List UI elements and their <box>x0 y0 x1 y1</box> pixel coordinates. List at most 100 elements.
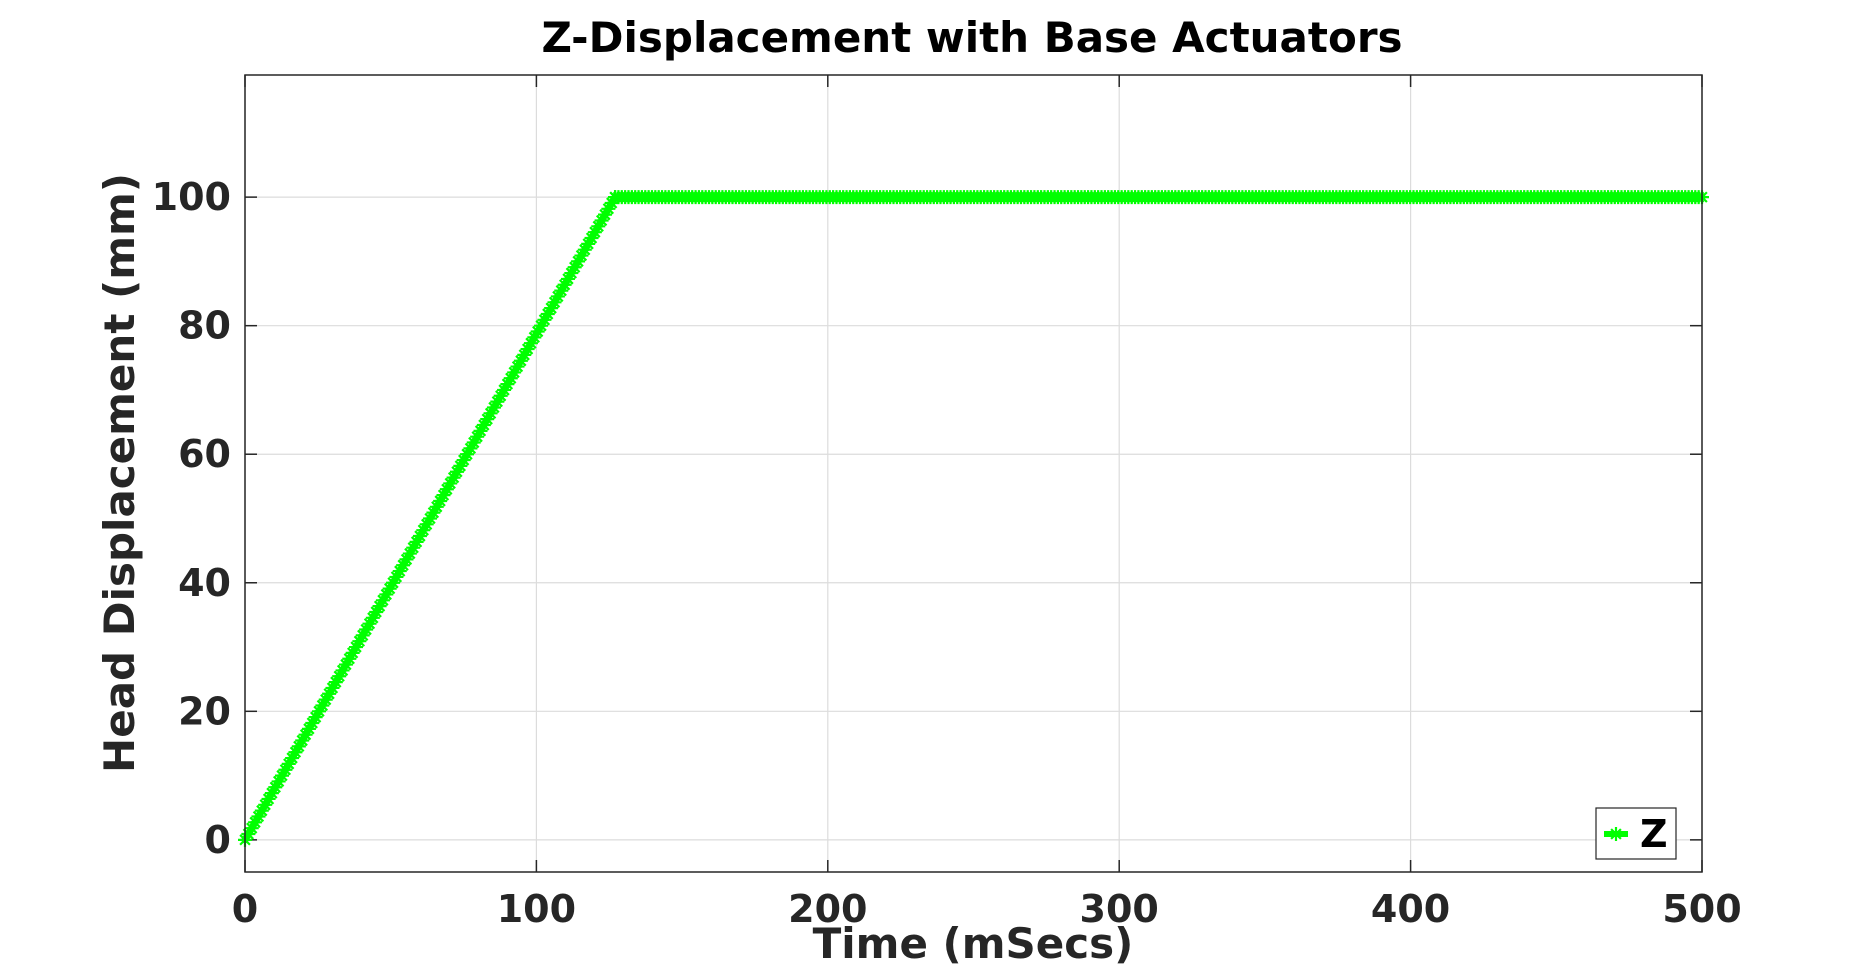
data-point-marker <box>322 686 337 701</box>
legend-asterisk-icon <box>1609 827 1623 841</box>
data-point-marker <box>402 546 417 561</box>
data-point-marker <box>291 739 306 754</box>
data-point-marker <box>261 791 276 806</box>
data-point-marker <box>389 569 404 584</box>
data-point-marker <box>436 488 451 503</box>
data-point-marker <box>254 803 269 818</box>
data-point-marker <box>497 382 512 397</box>
data-point-marker <box>372 599 387 614</box>
data-point-marker <box>349 640 364 655</box>
data-point-marker <box>604 195 619 210</box>
data-point-marker <box>312 704 327 719</box>
data-point-marker <box>315 698 330 713</box>
data-point-marker <box>392 564 407 579</box>
data-point-marker <box>449 464 464 479</box>
data-point-marker <box>470 429 485 444</box>
y-tick-label: 20 <box>178 689 231 733</box>
data-point-marker <box>396 558 411 573</box>
data-point-marker <box>453 458 468 473</box>
legend-marker <box>1604 827 1628 841</box>
data-point-marker <box>510 359 525 374</box>
data-point-marker <box>571 254 586 269</box>
data-point-marker <box>503 371 518 386</box>
data-point-marker <box>560 271 575 286</box>
data-point-marker <box>268 780 283 795</box>
data-point-marker <box>597 207 612 222</box>
data-point-marker <box>547 295 562 310</box>
data-point-marker <box>500 377 515 392</box>
data-point-marker <box>325 680 340 695</box>
legend[interactable]: Z <box>1595 807 1677 860</box>
data-point-marker <box>557 277 572 292</box>
data-point-marker <box>308 710 323 725</box>
y-axis-label: Head Displacement (mm) <box>95 173 144 773</box>
x-axis-label: Time (mSecs) <box>813 919 1134 968</box>
data-point-marker <box>379 587 394 602</box>
data-point-marker <box>591 219 606 234</box>
data-point-marker <box>241 827 256 842</box>
data-point-marker <box>537 312 552 327</box>
data-point-marker <box>338 657 353 672</box>
data-point-marker <box>534 318 549 333</box>
x-tick-labels: 0 100 200 300 400 500 <box>232 887 1742 931</box>
data-point-marker <box>486 400 501 415</box>
data-point-marker <box>490 394 505 409</box>
x-tick-label: 400 <box>1371 887 1450 931</box>
data-point-marker <box>433 493 448 508</box>
data-point-marker <box>584 231 599 246</box>
data-point-marker <box>544 301 559 316</box>
data-point-marker <box>251 809 266 824</box>
data-point-marker <box>386 575 401 590</box>
data-point-marker <box>332 669 347 684</box>
data-point-marker <box>530 324 545 339</box>
data-point-marker <box>345 645 360 660</box>
data-point-marker <box>288 745 303 760</box>
data-point-marker <box>335 663 350 678</box>
data-point-marker <box>423 511 438 526</box>
data-point-marker <box>483 406 498 421</box>
y-tick-label: 80 <box>178 304 231 348</box>
data-point-marker <box>463 441 478 456</box>
data-point-marker <box>574 248 589 263</box>
x-tick-label: 500 <box>1662 887 1741 931</box>
data-point-marker <box>567 260 582 275</box>
data-point-marker <box>473 423 488 438</box>
data-point-marker <box>375 593 390 608</box>
data-point-marker <box>399 552 414 567</box>
data-point-marker <box>581 236 596 251</box>
data-point-marker <box>540 306 555 321</box>
data-point-marker <box>550 289 565 304</box>
data-point-marker <box>352 634 367 649</box>
data-point-marker <box>342 651 357 666</box>
data-point-marker <box>258 797 273 812</box>
plot-frame <box>244 74 1703 873</box>
x-tick-label: 300 <box>1080 887 1159 931</box>
data-point-marker <box>507 365 522 380</box>
data-point-marker <box>359 622 374 637</box>
data-point-marker <box>527 330 542 345</box>
data-point-marker <box>564 266 579 281</box>
data-point-marker <box>493 388 508 403</box>
data-point-marker <box>362 616 377 631</box>
data-point-marker <box>466 435 481 450</box>
data-point-marker <box>456 453 471 468</box>
data-point-marker <box>429 499 444 514</box>
data-point-marker <box>409 534 424 549</box>
data-point-marker <box>271 774 286 789</box>
data-point-marker <box>328 675 343 690</box>
data-point-marker <box>301 721 316 736</box>
data-point-marker <box>446 470 461 485</box>
data-point-marker <box>365 610 380 625</box>
data-point-marker <box>275 768 290 783</box>
y-tick-label: 60 <box>178 432 231 476</box>
data-point-marker <box>248 815 263 830</box>
data-point-marker <box>439 482 454 497</box>
data-point-marker <box>554 283 569 298</box>
data-point-marker <box>517 347 532 362</box>
data-point-marker <box>476 418 491 433</box>
data-point-marker <box>295 733 310 748</box>
data-point-marker <box>281 756 296 771</box>
data-point-marker <box>460 447 475 462</box>
data-point-marker <box>305 716 320 731</box>
